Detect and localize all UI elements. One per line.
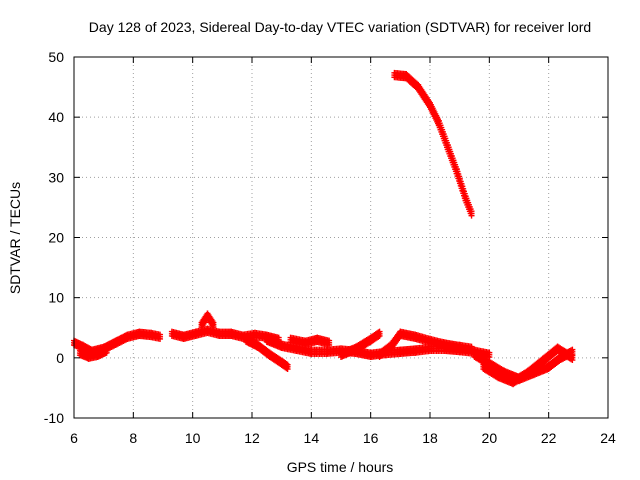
x-tick-label: 16 — [363, 430, 379, 446]
series-trace-l — [391, 69, 475, 219]
data-point — [326, 341, 333, 348]
data-points — [71, 69, 576, 388]
series-trace-d — [198, 310, 217, 330]
x-tick-label: 6 — [70, 430, 78, 446]
series-trace-g — [287, 334, 333, 348]
data-point — [284, 366, 291, 373]
grid — [74, 57, 608, 418]
data-point — [157, 335, 164, 342]
x-axis-label: GPS time / hours — [287, 459, 394, 475]
x-tick-label: 20 — [482, 430, 498, 446]
y-axis-label: SDTVAR / TECUs — [7, 182, 23, 294]
x-tick-label: 8 — [129, 430, 137, 446]
y-tick-label: 20 — [48, 230, 64, 246]
y-tick-label: 30 — [48, 169, 64, 185]
y-tick-label: 50 — [48, 49, 64, 65]
x-tick-label: 22 — [541, 430, 557, 446]
series-trace-i — [376, 328, 475, 361]
data-point — [375, 333, 382, 340]
x-tick-label: 12 — [244, 430, 260, 446]
data-point — [468, 212, 475, 219]
series-trace-e — [243, 334, 291, 373]
ticks: 6 8 10 12 14 16 18 20 22 24 -10 0 10 20 30 40 50 — [44, 49, 616, 446]
x-tick-label: 10 — [185, 430, 201, 446]
chart-title: Day 128 of 2023, Sidereal Day-to-day VTE… — [89, 19, 591, 35]
x-tick-label: 14 — [304, 430, 320, 446]
data-point — [376, 332, 383, 339]
x-tick-label: 24 — [600, 430, 616, 446]
series-trace-h — [338, 328, 383, 361]
y-tick-label: 40 — [48, 109, 64, 125]
data-point — [103, 349, 110, 356]
data-point — [569, 357, 576, 364]
series-trace-c — [168, 325, 282, 345]
y-tick-label: 10 — [48, 290, 64, 306]
data-point — [210, 323, 217, 330]
y-tick-label: 0 — [56, 350, 64, 366]
series-trace-b — [76, 345, 110, 362]
x-tick-label: 18 — [422, 430, 438, 446]
series-trace-k — [480, 343, 576, 388]
y-tick-label: -10 — [44, 410, 64, 426]
